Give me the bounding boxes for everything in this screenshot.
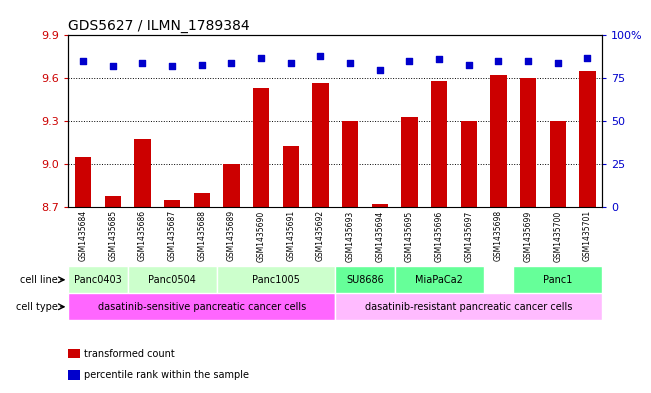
Text: Panc0504: Panc0504 <box>148 275 196 285</box>
Text: GSM1435699: GSM1435699 <box>523 210 533 261</box>
Text: GSM1435698: GSM1435698 <box>494 210 503 261</box>
Bar <box>68 266 128 293</box>
Text: Panc0403: Panc0403 <box>74 275 122 285</box>
Text: GSM1435687: GSM1435687 <box>168 210 176 261</box>
Point <box>434 56 444 62</box>
Point <box>582 55 592 61</box>
Point <box>523 58 533 64</box>
Text: GSM1435686: GSM1435686 <box>138 210 147 261</box>
Bar <box>335 293 602 320</box>
Point <box>286 60 296 66</box>
Point <box>553 60 563 66</box>
Bar <box>372 204 388 208</box>
Text: GSM1435700: GSM1435700 <box>553 210 562 261</box>
Text: cell type: cell type <box>16 302 58 312</box>
Point <box>256 55 266 61</box>
Bar <box>513 266 602 293</box>
Point <box>404 58 415 64</box>
Text: SU8686: SU8686 <box>346 275 384 285</box>
Text: dasatinib-sensitive pancreatic cancer cells: dasatinib-sensitive pancreatic cancer ce… <box>98 302 306 312</box>
Text: GSM1435690: GSM1435690 <box>256 210 266 261</box>
Bar <box>223 164 240 208</box>
Text: percentile rank within the sample: percentile rank within the sample <box>84 370 249 380</box>
Point <box>315 53 326 59</box>
Point <box>197 61 207 68</box>
Bar <box>128 266 217 293</box>
Text: GSM1435695: GSM1435695 <box>405 210 414 261</box>
Text: dasatinib-resistant pancreatic cancer cells: dasatinib-resistant pancreatic cancer ce… <box>365 302 572 312</box>
Bar <box>283 146 299 208</box>
Bar <box>579 71 596 208</box>
Bar <box>105 196 121 208</box>
Text: GSM1435692: GSM1435692 <box>316 210 325 261</box>
Text: Panc1005: Panc1005 <box>252 275 300 285</box>
Text: cell line: cell line <box>20 275 58 285</box>
Point <box>137 60 148 66</box>
Bar <box>253 88 270 208</box>
Bar <box>164 200 180 208</box>
Bar <box>68 293 335 320</box>
Text: GSM1435697: GSM1435697 <box>464 210 473 261</box>
Text: GSM1435691: GSM1435691 <box>286 210 296 261</box>
Bar <box>520 78 536 208</box>
Point <box>107 63 118 70</box>
Text: Panc1: Panc1 <box>543 275 572 285</box>
Point <box>167 63 177 70</box>
Text: GDS5627 / ILMN_1789384: GDS5627 / ILMN_1789384 <box>68 19 250 33</box>
Point <box>374 67 385 73</box>
Text: MiaPaCa2: MiaPaCa2 <box>415 275 463 285</box>
Text: GSM1435688: GSM1435688 <box>197 210 206 261</box>
Bar <box>193 193 210 208</box>
Point <box>345 60 355 66</box>
Point <box>464 61 474 68</box>
Bar <box>490 75 506 208</box>
Bar <box>342 121 358 208</box>
Text: GSM1435693: GSM1435693 <box>346 210 355 261</box>
Point <box>493 58 504 64</box>
Bar <box>401 117 417 208</box>
Bar <box>134 139 150 208</box>
Bar <box>395 266 484 293</box>
Text: GSM1435694: GSM1435694 <box>375 210 384 261</box>
Bar <box>312 83 329 208</box>
Bar <box>75 157 91 208</box>
Bar <box>549 121 566 208</box>
Text: transformed count: transformed count <box>84 349 174 359</box>
Text: GSM1435684: GSM1435684 <box>79 210 88 261</box>
Bar <box>460 121 477 208</box>
Bar <box>217 266 335 293</box>
Point <box>78 58 89 64</box>
Bar <box>335 266 395 293</box>
Text: GSM1435685: GSM1435685 <box>108 210 117 261</box>
Text: GSM1435696: GSM1435696 <box>435 210 443 261</box>
Text: GSM1435689: GSM1435689 <box>227 210 236 261</box>
Bar <box>431 81 447 208</box>
Point <box>227 60 237 66</box>
Text: GSM1435701: GSM1435701 <box>583 210 592 261</box>
